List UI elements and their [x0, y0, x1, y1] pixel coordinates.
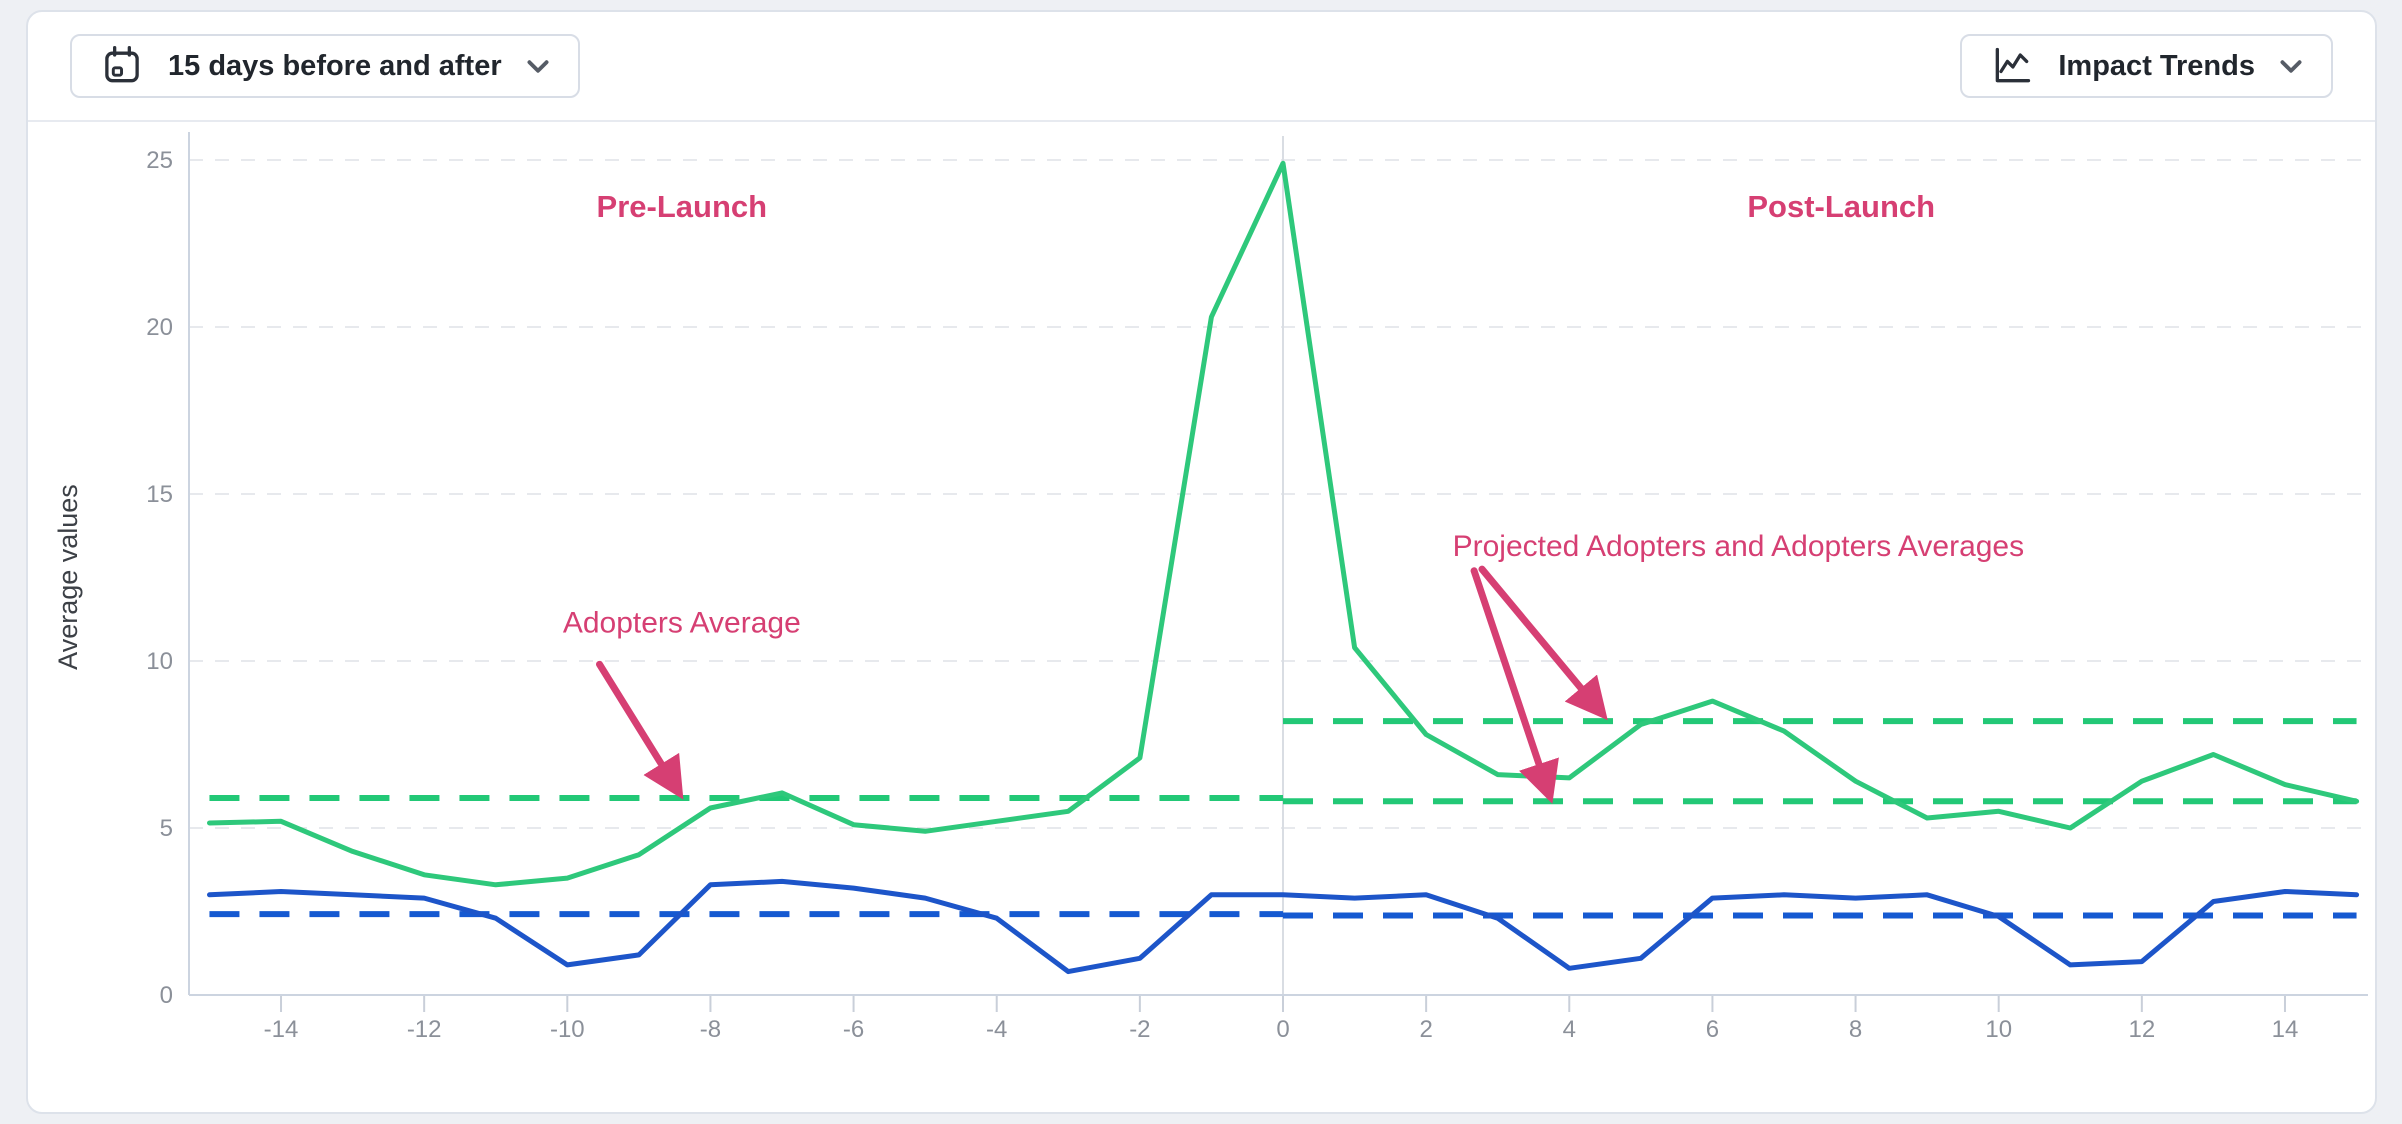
- y-axis-title: Average values: [53, 484, 83, 670]
- x-tick-label-8: 8: [1849, 1016, 1862, 1043]
- annotation-label-pre-launch: Pre-Launch: [597, 189, 768, 224]
- annotation-label-adopters-average: Adopters Average: [563, 607, 801, 640]
- view-type-label: Impact Trends: [2058, 49, 2255, 82]
- impact-trends-chart: -14 -12 -10 -8 -6 -4 -2 0 2 4 6 8 10 12 14 0 5 10 15 20 25 Av…: [28, 122, 2375, 1112]
- x-tick-label--8: -8: [700, 1016, 721, 1043]
- annotation-arrow-2: [1470, 567, 1559, 804]
- x-tick-label--12: -12: [407, 1016, 442, 1043]
- line-chart-canvas: -14 -12 -10 -8 -6 -4 -2 0 2 4 6 8 10 12 14 0 5 10 15 20 25 Av…: [53, 132, 2368, 1043]
- x-tick-label--10: -10: [550, 1016, 585, 1043]
- annotation-label-post-launch: Post-Launch: [1747, 189, 1935, 224]
- annotation-label-projected-adopters-and-adopters-averages: Projected Adopters and Adopters Averages: [1453, 530, 2025, 563]
- y-tick-label-15: 15: [146, 481, 173, 508]
- y-tick-label-5: 5: [160, 815, 173, 842]
- impact-trends-card: 15 days before and after Impact Trends: [26, 10, 2377, 1114]
- non-adopters-series-line: [207, 878, 2360, 975]
- x-tick-label-2: 2: [1419, 1016, 1432, 1043]
- chart-toolbar: 15 days before and after Impact Trends: [28, 12, 2375, 122]
- x-tick-label--6: -6: [843, 1016, 864, 1043]
- y-tick-label-25: 25: [146, 147, 173, 174]
- y-tick-label-10: 10: [146, 648, 173, 675]
- calendar-icon: [100, 44, 144, 88]
- date-range-label: 15 days before and after: [168, 49, 502, 82]
- view-type-dropdown[interactable]: Impact Trends: [1960, 34, 2333, 98]
- x-tick-label-10: 10: [1985, 1016, 2012, 1043]
- annotation-arrow-0: [596, 660, 684, 800]
- x-tick-label-12: 12: [2128, 1016, 2155, 1043]
- annotation-arrow-1: [1478, 565, 1608, 721]
- x-tick-label-0: 0: [1276, 1016, 1289, 1043]
- x-tick-label--4: -4: [986, 1016, 1007, 1043]
- x-tick-label--14: -14: [264, 1016, 299, 1043]
- chevron-down-icon: [2279, 59, 2303, 74]
- chevron-down-icon: [526, 59, 550, 74]
- x-tick-label-14: 14: [2272, 1016, 2299, 1043]
- y-tick-label-20: 20: [146, 314, 173, 341]
- x-tick-label-4: 4: [1563, 1016, 1576, 1043]
- trend-chart-icon: [1990, 44, 2034, 88]
- y-tick-label-0: 0: [160, 982, 173, 1009]
- x-tick-label--2: -2: [1129, 1016, 1150, 1043]
- x-tick-label-6: 6: [1706, 1016, 1719, 1043]
- date-range-dropdown[interactable]: 15 days before and after: [70, 34, 580, 98]
- adopters-series-line: [207, 160, 2360, 888]
